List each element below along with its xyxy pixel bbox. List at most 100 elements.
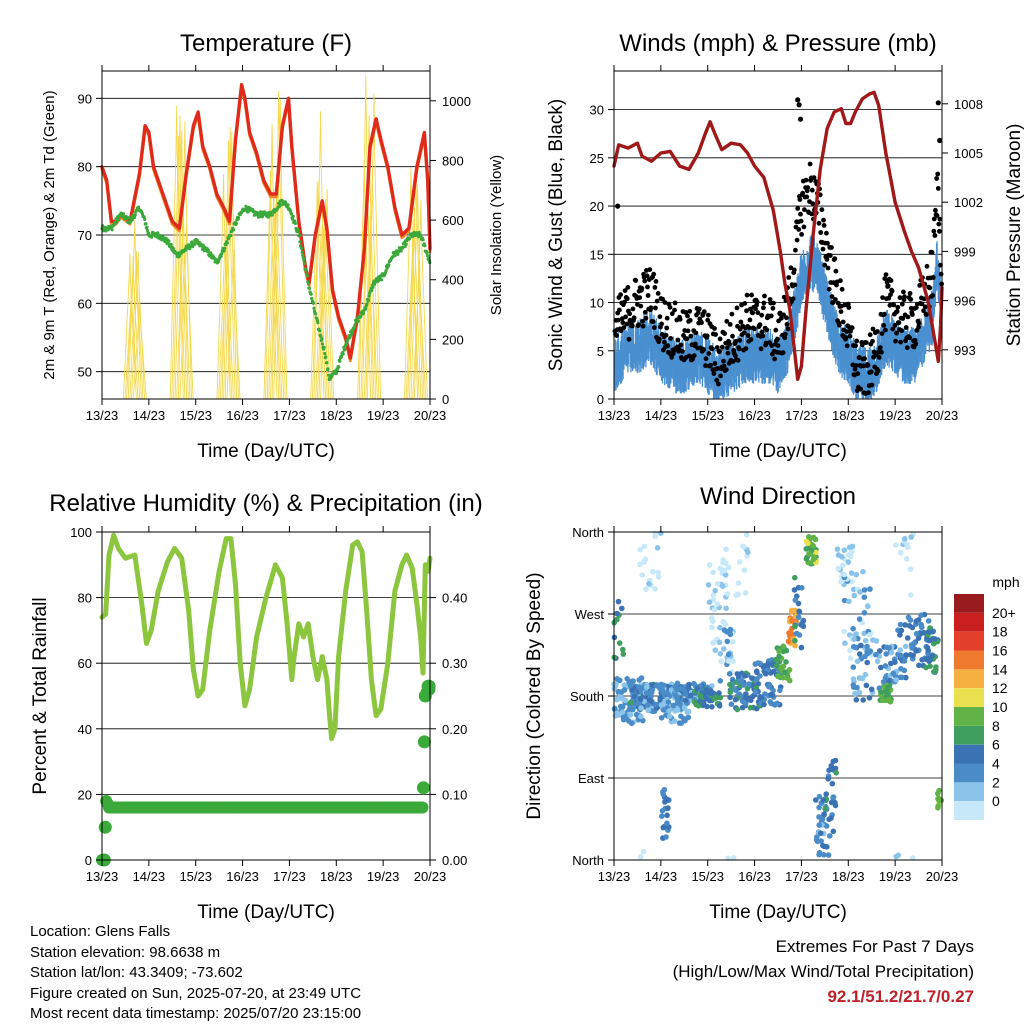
direction-point	[864, 643, 870, 650]
dewpoint-point	[188, 247, 192, 251]
direction-point	[796, 632, 803, 638]
wind-gust-point	[840, 319, 846, 325]
pressure-line	[612, 90, 944, 381]
direction-point	[927, 663, 933, 669]
wind-gust-point	[669, 311, 675, 317]
direction-point	[616, 640, 623, 646]
wind-gust-point	[844, 343, 850, 349]
dewpoint-point	[142, 215, 146, 219]
dewpoint-point	[370, 288, 374, 292]
direction-point	[725, 564, 732, 571]
colorbar-swatch	[954, 669, 984, 689]
dewpoint-point	[206, 248, 210, 252]
dewpoint-point	[297, 233, 301, 237]
y-tick-label: 90	[78, 91, 92, 106]
wind-gust-point	[930, 293, 935, 298]
dewpoint-point	[169, 242, 173, 246]
x-tick-label: 14/23	[133, 408, 166, 423]
direction-point	[910, 652, 916, 659]
direction-point	[866, 695, 873, 701]
x-tick-label: 18/23	[832, 408, 865, 423]
direction-point	[660, 824, 667, 831]
wind-gust-point	[792, 282, 798, 288]
colorbar-label: 18	[992, 624, 1008, 640]
solar-insolation-line	[413, 200, 428, 400]
direction-point	[878, 689, 884, 695]
direction-point	[686, 681, 692, 688]
solar-insolation-line	[410, 184, 425, 400]
direction-point	[729, 639, 736, 645]
solar-insolation-line	[315, 224, 330, 400]
y-right-tick-label: 0.40	[442, 591, 467, 606]
direction-point	[741, 544, 747, 550]
dewpoint-point	[293, 221, 297, 226]
direction-point	[813, 836, 820, 843]
direction-point	[721, 567, 728, 574]
direction-point	[816, 793, 823, 800]
direction-point	[861, 630, 867, 637]
direction-point	[711, 606, 718, 613]
wind-gust-point	[662, 339, 667, 345]
direction-point	[636, 677, 642, 683]
wind-gust-point	[839, 286, 845, 292]
dewpoint-point	[310, 296, 314, 301]
direction-point	[703, 687, 710, 693]
dewpoint-point	[366, 298, 371, 302]
wind-gust-point	[876, 355, 882, 360]
wind-gust-point	[621, 325, 627, 330]
direction-point	[674, 707, 681, 713]
wind-gust-point	[816, 220, 822, 226]
colorbar-label: 16	[992, 643, 1008, 659]
direction-point	[716, 703, 723, 709]
direction-point	[765, 661, 771, 667]
direction-point	[644, 684, 650, 690]
direction-point	[697, 692, 704, 699]
direction-point	[642, 556, 649, 563]
direction-point	[849, 578, 855, 585]
direction-point	[716, 639, 723, 646]
dewpoint-point	[178, 254, 182, 258]
temperature-y-ticks: 50 60 70 80 90	[78, 91, 102, 380]
direction-tick-label: South	[570, 689, 604, 704]
direction-point	[717, 678, 724, 684]
wind-gust-point	[648, 305, 654, 311]
wind-gust-point	[833, 297, 838, 302]
wind-gust-point	[924, 263, 930, 269]
direction-point	[614, 696, 620, 703]
dewpoint-point	[365, 302, 369, 306]
wind-gust-point	[913, 341, 919, 347]
colorbar-swatch	[954, 650, 984, 670]
direction-point	[714, 581, 721, 587]
wind-gust-point	[685, 328, 691, 334]
direction-point	[648, 689, 655, 696]
direction-point	[929, 652, 936, 658]
direction-point	[823, 823, 830, 829]
direction-point	[619, 704, 626, 710]
direction-point	[657, 694, 664, 701]
dewpoint-point	[322, 345, 326, 350]
dewpoint-point	[384, 269, 388, 273]
direction-point	[724, 591, 731, 597]
direction-point	[732, 696, 739, 703]
dewpoint-point	[145, 225, 149, 229]
x-tick-label: 17/23	[273, 869, 306, 884]
wind-gust-point	[645, 284, 650, 290]
direction-tick-label: North	[572, 525, 604, 540]
wind-gust-point	[642, 278, 648, 284]
solar-insolation-line	[126, 255, 141, 400]
direction-point	[638, 705, 644, 711]
direction-point	[614, 676, 620, 682]
dewpoint-point	[323, 351, 327, 356]
direction-point	[887, 699, 894, 705]
solar-insolation-line	[316, 227, 331, 400]
direction-point	[734, 706, 741, 713]
direction-point	[619, 605, 625, 612]
wind-gust-point	[935, 100, 941, 106]
direction-point	[806, 551, 812, 557]
direction-point	[654, 683, 660, 689]
direction-point	[853, 697, 860, 703]
direction-point	[727, 689, 734, 695]
y-tick-label: 15	[590, 247, 604, 262]
direction-point	[768, 692, 775, 698]
temperature-panel: Temperature (F) 13/23 14/23 15/23 16/23 17/2…	[41, 30, 505, 462]
